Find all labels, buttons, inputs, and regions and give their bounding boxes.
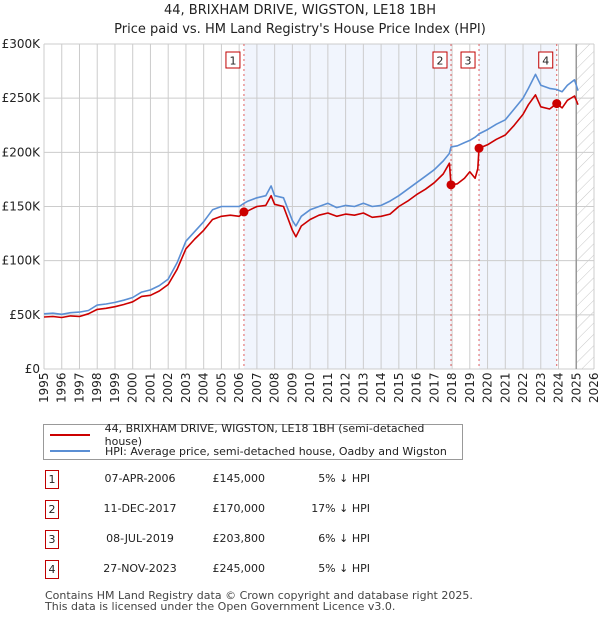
footer-line-1: Contains HM Land Registry data © Crown c… [45, 589, 473, 602]
x-tick-label: 2008 [268, 372, 282, 403]
x-tick-label: 2018 [445, 372, 459, 403]
x-tick-label: 2006 [232, 372, 246, 403]
legend-swatch-hpi [50, 450, 90, 452]
x-tick-label: 2010 [303, 372, 317, 403]
x-tick-label: 1999 [108, 372, 122, 403]
sale-marker-box [460, 51, 476, 69]
hpi-line [43, 73, 579, 316]
x-tick-label: 2021 [498, 372, 512, 403]
sale-point [239, 207, 249, 217]
x-tick-label: 2023 [534, 372, 548, 403]
sale-marker-box [538, 51, 554, 69]
x-tick-label: 2007 [250, 372, 264, 403]
chart-subtitle: Price paid vs. HM Land Registry's House … [114, 22, 486, 37]
x-tick-label: 2015 [392, 372, 406, 403]
x-tick-label: 2004 [197, 372, 211, 403]
transaction-marker: 1 [45, 470, 59, 489]
transaction-hpi-diff: 5% ↓ HPI [318, 472, 370, 485]
chart-legend: 44, BRIXHAM DRIVE, WIGSTON, LE18 1BH (se… [43, 422, 463, 460]
transaction-date: 07-APR-2006 [104, 472, 176, 485]
transaction-price: £170,000 [212, 502, 266, 515]
legend-item-hpi: HPI: Average price, semi-detached house,… [50, 443, 447, 459]
y-tick-label: £50K [9, 308, 41, 322]
sale-marker-label: 4 [542, 55, 549, 68]
y-tick-label: £150K [2, 200, 42, 214]
x-tick-label: 2016 [410, 372, 424, 403]
x-tick-label: 2012 [339, 372, 353, 403]
x-tick-label: 1995 [37, 372, 51, 403]
sale-marker-label: 3 [465, 55, 472, 68]
transaction-date: 08-JUL-2019 [106, 532, 174, 545]
x-tick-label: 1997 [72, 372, 86, 403]
x-tick-label: 2020 [481, 372, 495, 403]
transaction-row: 1 07-APR-2006 £145,000 5% ↓ HPI [0, 470, 600, 492]
chart-title: 44, BRIXHAM DRIVE, WIGSTON, LE18 1BH [163, 3, 437, 18]
x-tick-label: 2017 [427, 372, 441, 403]
x-tick-label: 2001 [143, 372, 157, 403]
transaction-row: 2 11-DEC-2017 £170,000 17% ↓ HPI [0, 500, 600, 522]
transaction-price: £145,000 [212, 472, 266, 485]
x-tick-label: 2013 [356, 372, 370, 403]
x-tick-label: 2011 [321, 372, 335, 403]
y-tick-label: £0 [25, 362, 40, 376]
transaction-row: 4 27-NOV-2023 £245,000 5% ↓ HPI [0, 560, 600, 582]
footer-attribution: Contains HM Land Registry data © Crown c… [45, 590, 473, 612]
x-tick-label: 2002 [161, 372, 175, 403]
x-tick-label: 2019 [463, 372, 477, 403]
x-tick-label: 2005 [214, 372, 228, 403]
sale-marker-label: 1 [229, 55, 236, 68]
transaction-marker: 4 [45, 560, 59, 579]
x-tick-label: 1998 [90, 372, 104, 403]
transaction-price: £245,000 [212, 562, 266, 575]
y-tick-label: £300K [2, 37, 42, 51]
price-chart: 1 2 3 4 £0 £50K £100K £150K £200K £250K £300K 199… [2, 37, 600, 403]
sale-point [552, 99, 562, 109]
footer-line-2: This data is licensed under the Open Gov… [45, 600, 396, 613]
x-tick-label: 2022 [516, 372, 530, 403]
transaction-hpi-diff: 17% ↓ HPI [311, 502, 370, 515]
transaction-hpi-diff: 6% ↓ HPI [318, 532, 370, 545]
x-tick-label: 1996 [55, 372, 69, 403]
sale-marker-label: 2 [437, 55, 444, 68]
sale-marker-box [225, 51, 241, 69]
transaction-row: 3 08-JUL-2019 £203,800 6% ↓ HPI [0, 530, 600, 552]
transaction-price: £203,800 [212, 532, 266, 545]
sale-point [446, 180, 456, 190]
x-tick-label: 2026 [587, 372, 600, 403]
legend-label-hpi: HPI: Average price, semi-detached house,… [105, 444, 447, 458]
sale-marker-box [432, 51, 448, 69]
y-tick-label: £250K [2, 91, 42, 105]
x-tick-label: 2003 [179, 372, 193, 403]
transaction-marker: 3 [45, 530, 59, 549]
property-price-line [43, 94, 579, 319]
sale-point [474, 143, 484, 153]
transaction-date: 27-NOV-2023 [103, 562, 177, 575]
legend-item-property: 44, BRIXHAM DRIVE, WIGSTON, LE18 1BH (se… [50, 422, 462, 448]
transaction-date: 11-DEC-2017 [103, 502, 177, 515]
x-tick-label: 2025 [569, 372, 583, 403]
y-tick-label: £200K [2, 145, 42, 159]
y-tick-label: £100K [2, 254, 42, 268]
x-tick-label: 2009 [285, 372, 299, 403]
legend-label-property: 44, BRIXHAM DRIVE, WIGSTON, LE18 1BH (se… [104, 422, 425, 448]
x-tick-label: 2014 [374, 372, 388, 403]
transaction-hpi-diff: 5% ↓ HPI [318, 562, 370, 575]
x-tick-label: 2024 [552, 372, 566, 403]
x-tick-label: 2000 [126, 372, 140, 403]
legend-swatch-property [50, 434, 90, 436]
transaction-marker: 2 [45, 500, 59, 519]
